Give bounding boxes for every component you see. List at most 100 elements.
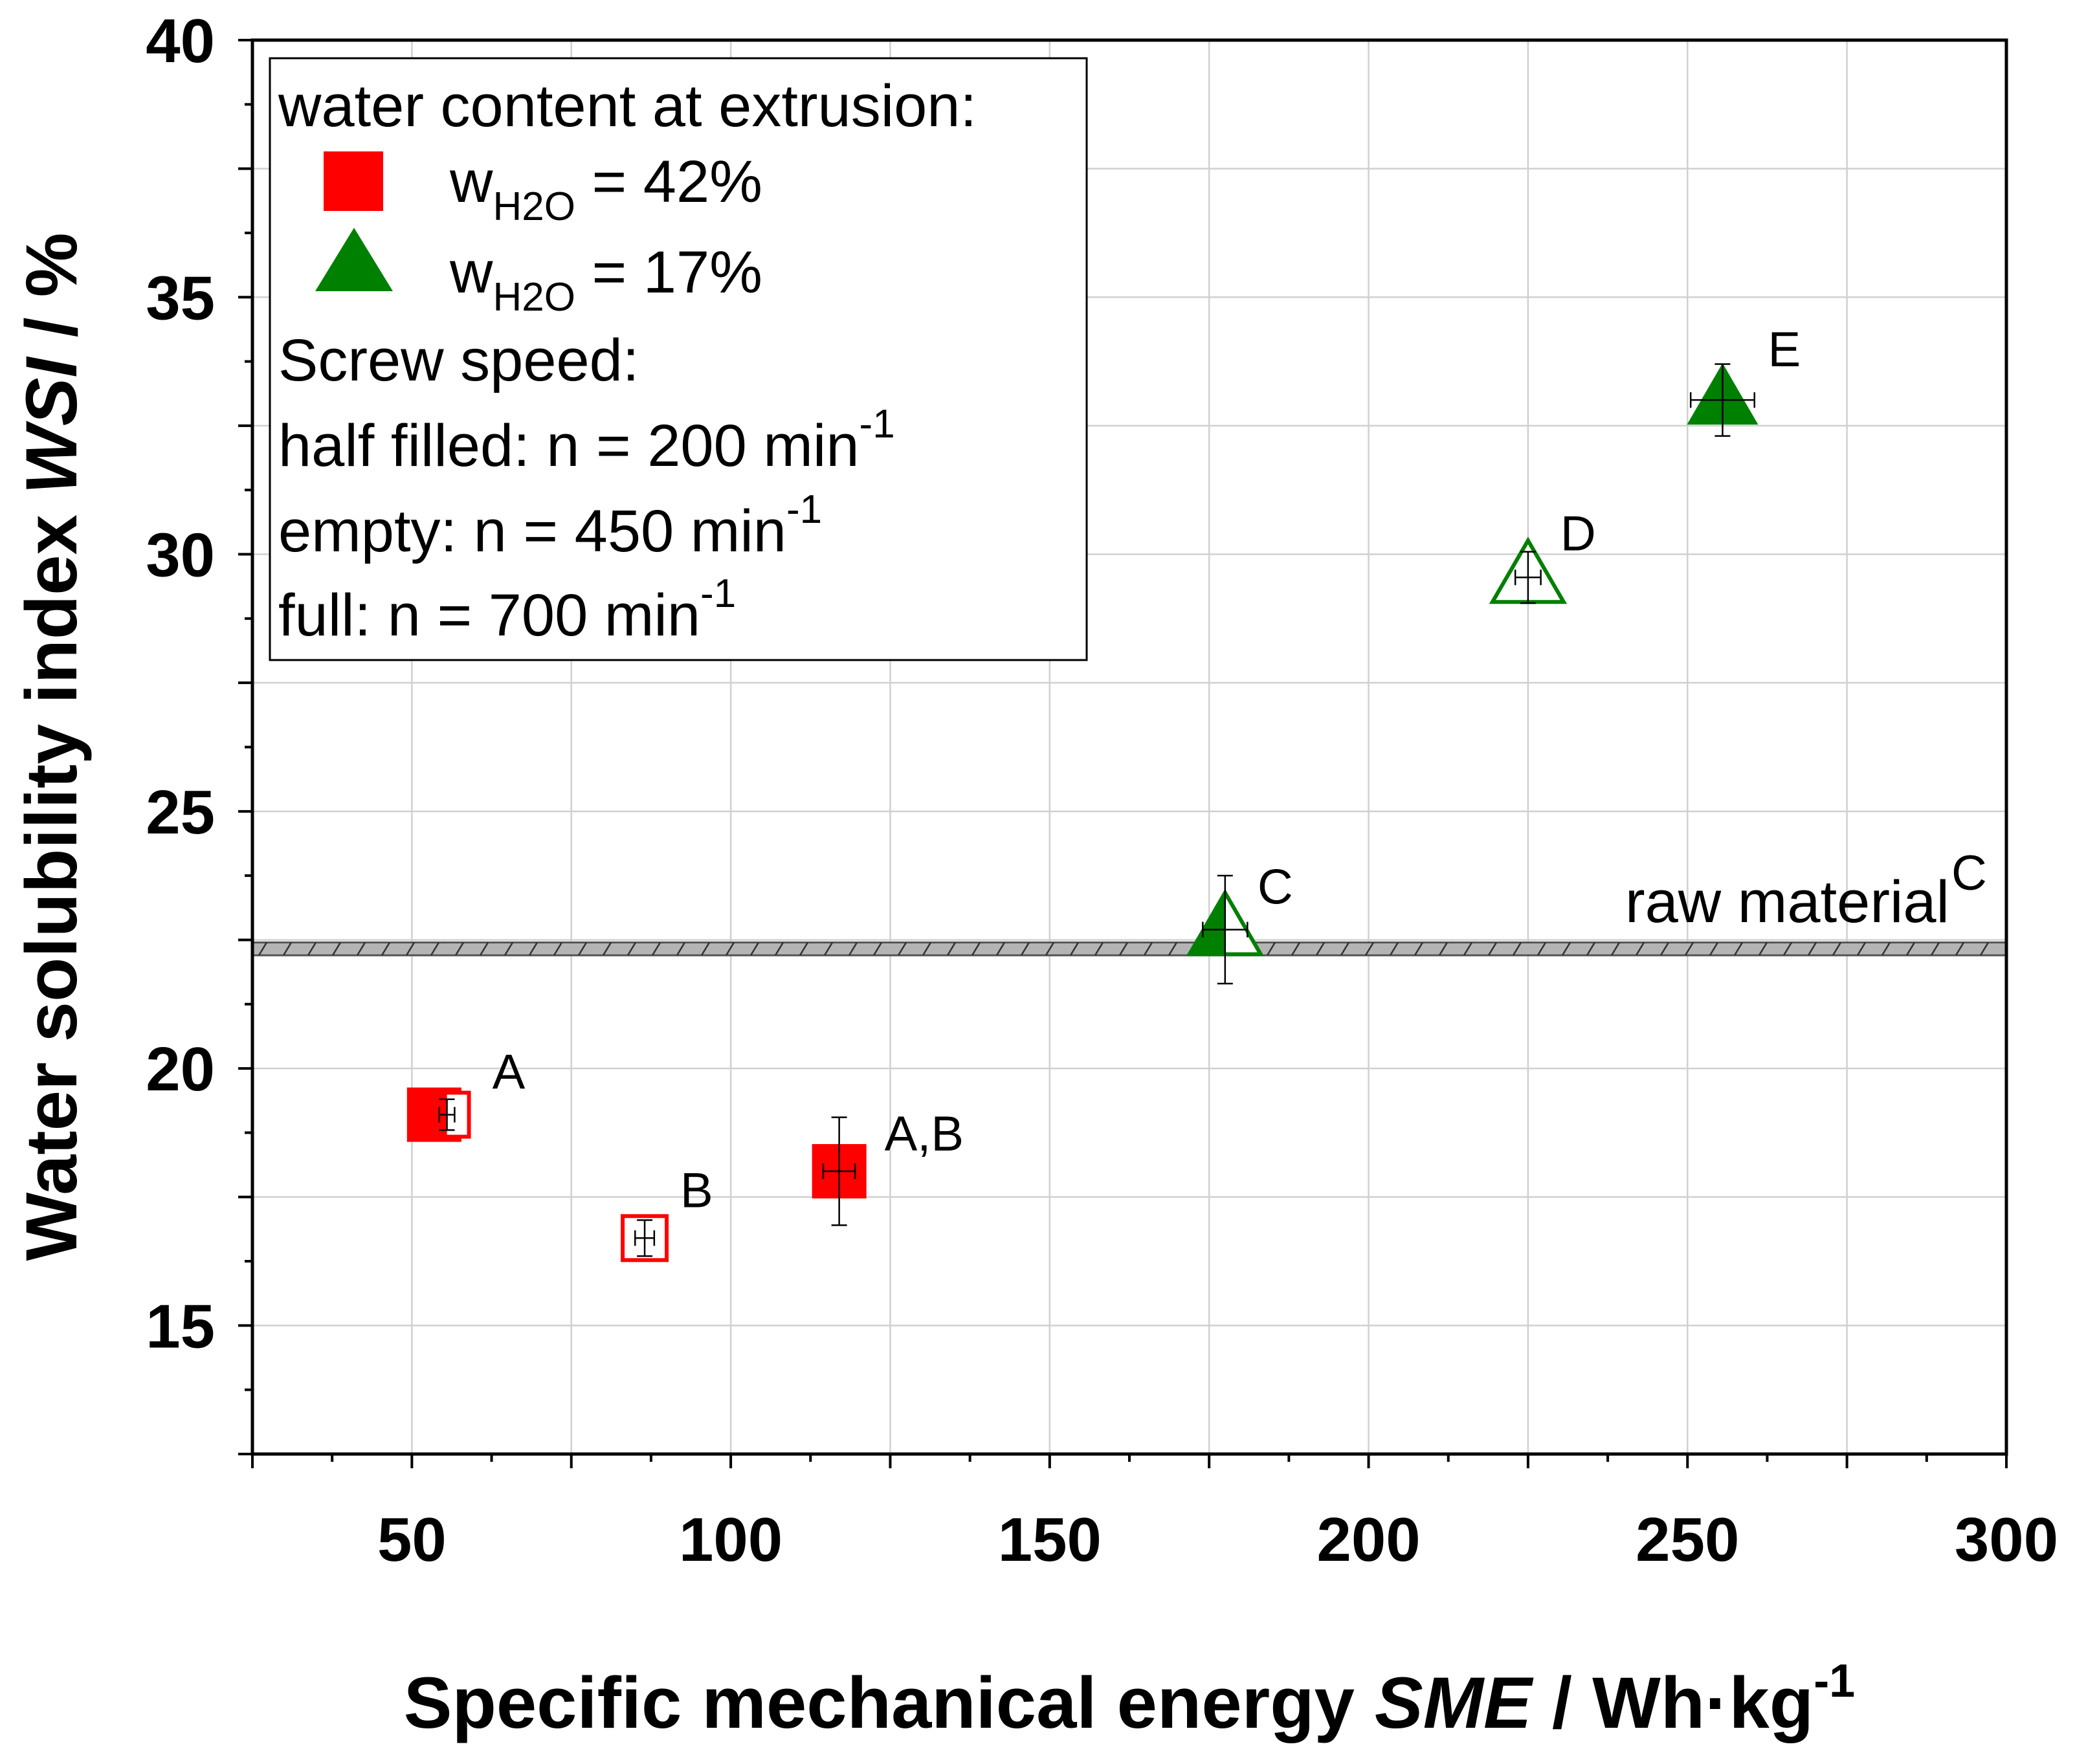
- raw-material-hatch: [1782, 942, 1793, 956]
- raw-material-hatch: [1463, 942, 1473, 956]
- raw-material-hatch: [553, 942, 563, 956]
- legend-entry-42: wH2O = 42%: [449, 149, 762, 229]
- raw-material-hatch: [1291, 942, 1301, 956]
- raw-material-hatch: [1586, 942, 1596, 956]
- raw-material-hatch: [1610, 942, 1621, 956]
- raw-material-hatch: [1733, 942, 1744, 956]
- raw-material-hatch: [1020, 942, 1030, 956]
- grid: [252, 40, 2006, 1454]
- raw-material-hatch: [774, 942, 784, 956]
- data-point: A: [423, 1045, 526, 1139]
- x-tick-label: 200: [1316, 1505, 1420, 1574]
- raw-material-hatch: [1512, 942, 1522, 956]
- raw-material-hatch: [799, 942, 809, 956]
- raw-material-hatch: [430, 942, 440, 956]
- legend-title: water content at extrusion:: [278, 73, 977, 139]
- raw-material-hatch: [1807, 942, 1817, 956]
- raw-material-label: raw material: [1625, 869, 1949, 935]
- raw-material-hatch: [1905, 942, 1916, 956]
- x-tick-label: 300: [1955, 1505, 2058, 1574]
- raw-material-hatch: [1537, 942, 1547, 956]
- y-tick-label: 30: [146, 521, 215, 590]
- raw-material-hatch: [1340, 942, 1350, 956]
- raw-material-hatch: [1832, 942, 1842, 956]
- raw-material-hatch: [1266, 942, 1276, 956]
- raw-material-hatch: [1389, 942, 1399, 956]
- raw-material-hatch: [1709, 942, 1719, 956]
- raw-material-hatch: [577, 942, 588, 956]
- raw-material-hatch: [627, 942, 637, 956]
- legend: water content at extrusion: wH2O = 42% w…: [269, 57, 1088, 661]
- point-label: C: [1258, 860, 1293, 915]
- raw-material-hatch: [1487, 942, 1498, 956]
- raw-material-hatch: [381, 942, 391, 956]
- raw-material-hatch: [602, 942, 612, 956]
- raw-material-hatch: [1069, 942, 1080, 956]
- raw-material-hatch: [1635, 942, 1645, 956]
- raw-material-hatch: [651, 942, 661, 956]
- y-axis-title: Water solubility index WSI / %: [11, 233, 92, 1261]
- point-label: A: [493, 1045, 526, 1100]
- raw-material-hatch: [1684, 942, 1694, 956]
- raw-material-sup: C: [1951, 846, 1987, 901]
- legend-screw-half-filled: half filled: n = 200 min-1: [278, 402, 895, 479]
- x-tick-label: 50: [377, 1505, 447, 1574]
- y-tick-label: 35: [146, 263, 215, 333]
- legend-screw-empty: empty: n = 450 min-1: [278, 487, 822, 564]
- legend-screw-title: Screw speed:: [278, 327, 639, 393]
- tick-labels: 50 100 150 200 250 300 15 20 25 30 35 40: [146, 6, 2058, 1574]
- raw-material-hatch: [1168, 942, 1178, 956]
- raw-material-hatch: [1979, 942, 1990, 956]
- raw-material-hatch: [1930, 942, 1940, 956]
- raw-material-hatch: [282, 942, 293, 956]
- raw-material-hatch: [1659, 942, 1670, 956]
- raw-material-fill: [252, 941, 2006, 956]
- raw-material-hatch: [1414, 942, 1424, 956]
- raw-material-hatch: [356, 942, 366, 956]
- data-point: C: [1186, 860, 1293, 985]
- raw-material-hatch: [504, 942, 514, 956]
- raw-material-hatch: [700, 942, 711, 956]
- raw-material-hatch: [1143, 942, 1153, 956]
- raw-material-hatch: [307, 942, 317, 956]
- y-tick-label: 20: [146, 1035, 215, 1104]
- triangle-marker-half: [1189, 892, 1225, 954]
- raw-material-hatch: [1094, 942, 1104, 956]
- legend-screw-full: full: n = 700 min-1: [278, 571, 736, 648]
- y-tick-label: 40: [146, 6, 215, 76]
- raw-material-hatch: [995, 942, 1006, 956]
- raw-material-hatch: [1561, 942, 1571, 956]
- x-tick-label: 100: [679, 1505, 782, 1574]
- y-tick-label: 25: [146, 778, 215, 847]
- raw-material-hatch: [479, 942, 489, 956]
- raw-material-hatch: [848, 942, 858, 956]
- raw-material-hatch: [454, 942, 465, 956]
- raw-material-hatch: [528, 942, 538, 956]
- raw-material-hatch: [1364, 942, 1375, 956]
- raw-material-hatch: [725, 942, 735, 956]
- data-point: A,B: [812, 1107, 964, 1226]
- legend-triangle-marker: [315, 228, 393, 291]
- raw-material-hatch: [1955, 942, 1965, 956]
- raw-material-hatch: [946, 942, 957, 956]
- raw-material-hatch: [897, 942, 907, 956]
- legend-entry-17: wH2O = 17%: [449, 239, 762, 320]
- data-point: D: [1489, 506, 1596, 604]
- raw-material-hatch: [258, 942, 268, 956]
- point-label: D: [1560, 506, 1596, 561]
- raw-material-hatch: [1758, 942, 1768, 956]
- raw-material-hatch: [1315, 942, 1326, 956]
- raw-material-hatch: [1045, 942, 1055, 956]
- raw-material-hatch: [922, 942, 932, 956]
- data-point: E: [1687, 322, 1801, 437]
- data-points: A B A,B C D E: [406, 322, 1801, 1262]
- y-tick-label: 15: [146, 1292, 215, 1361]
- raw-material-hatch: [405, 942, 416, 956]
- point-label: B: [680, 1163, 713, 1218]
- raw-material-hatch: [1118, 942, 1129, 956]
- axis-ticks: [238, 39, 2008, 1468]
- raw-material-hatch: [1856, 942, 1867, 956]
- x-axis-title: Specific mechanical energy SME / Wh·kg-1: [404, 1655, 1855, 1743]
- raw-material-hatch: [823, 942, 834, 956]
